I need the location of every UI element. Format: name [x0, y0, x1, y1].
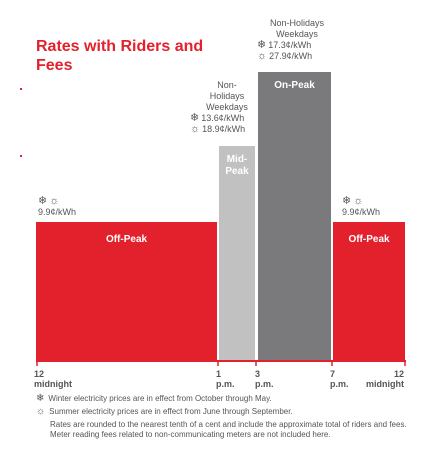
sun-icon: ☼: [353, 195, 364, 207]
snowflake-icon: ❄: [342, 195, 352, 207]
mid-peak-summer-rate: 18.9¢/kWh: [202, 124, 246, 134]
label-off-peak-evening: Off-Peak: [348, 234, 390, 245]
label-off-peak-morning: Off-Peak: [105, 234, 148, 245]
sun-icon: ☼: [257, 50, 268, 62]
note-rounding: Rates are rounded to the nearest tenth o…: [36, 420, 414, 440]
snowflake-icon: ❄: [257, 39, 267, 51]
on-peak-summer-rate: 27.9¢/kWh: [269, 51, 313, 61]
tick-12-midnight: 12 midnight: [34, 369, 72, 389]
on-peak-winter-rate: 17.3¢/kWh: [268, 40, 312, 50]
label-mid-peak: Mid- Peak: [225, 154, 249, 177]
decorative-dot: [20, 155, 22, 157]
note-summer-text: Summer electricity prices are in effect …: [49, 407, 293, 416]
decorative-dot: [20, 88, 22, 90]
sun-icon: ☼: [190, 123, 201, 135]
bar-mid-peak: [219, 146, 255, 360]
bar-off-peak-morning: [36, 222, 217, 360]
footnotes: ❄ Winter electricity prices are in effec…: [36, 394, 414, 443]
note-winter-text: Winter electricity prices are in effect …: [48, 394, 272, 403]
annotation-on-peak: Non-Holidays Weekdays ❄ 17.3¢/kWh ☼ 27.9¢/…: [257, 18, 337, 62]
tick-1pm: 1 p.m.: [216, 369, 235, 389]
chart-title: Rates with Riders and Fees: [36, 38, 204, 74]
label-on-peak: On-Peak: [274, 80, 315, 91]
note-rounding-text: Rates are rounded to the nearest tenth o…: [50, 420, 407, 439]
sun-icon: ☼: [36, 406, 46, 417]
snowflake-icon: ❄: [36, 393, 45, 404]
annotation-off-peak-evening: ❄ ☼ 9.9¢/kWh: [342, 196, 380, 218]
rate-off-peak-evening: 9.9¢/kWh: [342, 207, 381, 217]
annotation-off-peak-morning: ❄ ☼ 9.9¢/kWh: [38, 196, 76, 218]
sun-icon: ☼: [49, 195, 60, 207]
tick-12-midnight-end: 12 midnight: [366, 369, 404, 389]
snowflake-icon: ❄: [38, 195, 48, 207]
tick-7pm: 7 p.m.: [330, 369, 349, 389]
note-summer: ☼ Summer electricity prices are in effec…: [36, 407, 414, 417]
mid-peak-winter-rate: 13.6¢/kWh: [201, 113, 245, 123]
note-winter: ❄ Winter electricity prices are in effec…: [36, 394, 414, 404]
rate-off-peak-morning: 9.9¢/kWh: [38, 207, 77, 217]
on-peak-condition: Non-Holidays Weekdays: [269, 18, 325, 39]
snowflake-icon: ❄: [190, 112, 200, 124]
bar-off-peak-evening: [333, 222, 405, 360]
mid-peak-condition: Non- Holidays Weekdays: [206, 80, 248, 112]
annotation-mid-peak: Non- Holidays Weekdays ❄ 13.6¢/kWh ☼ 18.9¢…: [190, 80, 250, 135]
bar-on-peak: [258, 72, 331, 360]
tick-3pm: 3 p.m.: [255, 369, 274, 389]
